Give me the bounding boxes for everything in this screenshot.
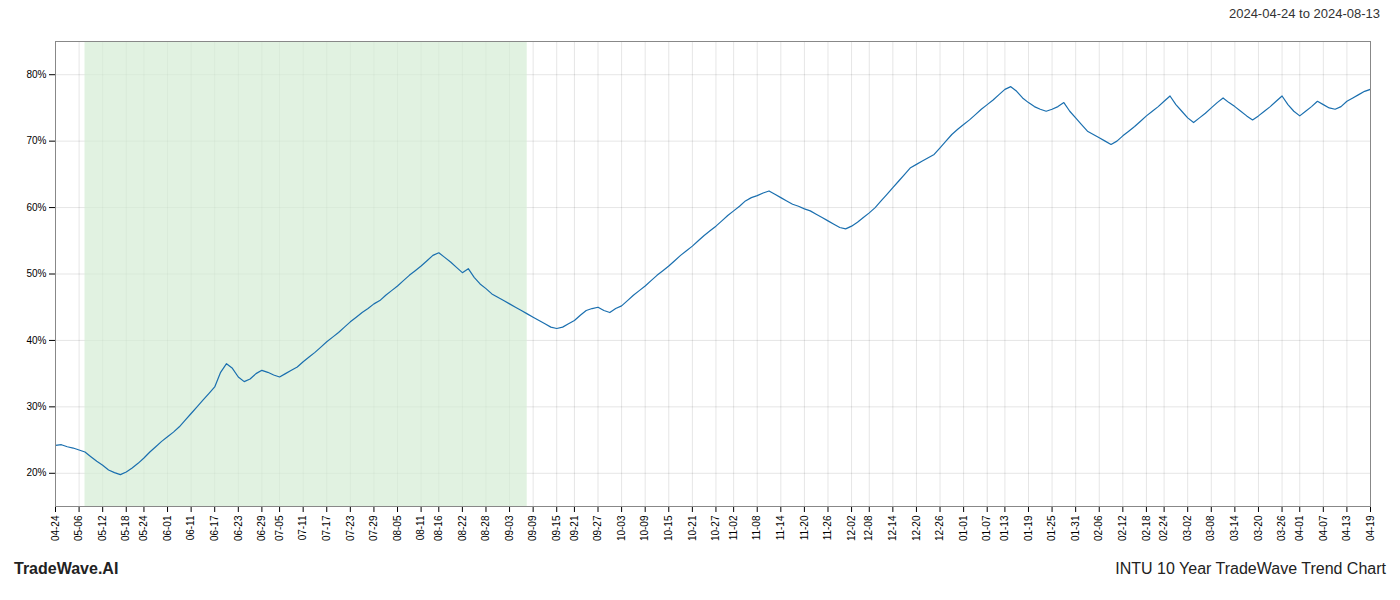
svg-text:03-08: 03-08 bbox=[1205, 515, 1216, 541]
svg-text:11-20: 11-20 bbox=[799, 515, 810, 540]
svg-text:02-06: 02-06 bbox=[1093, 515, 1104, 541]
svg-text:04-07: 04-07 bbox=[1318, 515, 1329, 541]
svg-text:06-11: 06-11 bbox=[185, 515, 196, 540]
svg-text:09-15: 09-15 bbox=[551, 515, 562, 541]
svg-text:10-21: 10-21 bbox=[687, 515, 698, 541]
svg-text:07-17: 07-17 bbox=[321, 515, 332, 541]
html-text:INTU 10 Year TradeWave Trend C: INTU 10 Year TradeWave Trend Chart bbox=[1115, 560, 1386, 577]
svg-text:06-29: 06-29 bbox=[256, 515, 267, 541]
svg-text:01-13: 01-13 bbox=[999, 515, 1010, 541]
svg-text:70%: 70% bbox=[26, 135, 46, 146]
svg-text:50%: 50% bbox=[26, 268, 46, 279]
svg-text:11-26: 11-26 bbox=[822, 515, 833, 540]
svg-text:01-01: 01-01 bbox=[958, 515, 969, 541]
svg-text:04-13: 04-13 bbox=[1341, 515, 1352, 541]
html-text:2024-04-24 to 2024-08-13: 2024-04-24 to 2024-08-13 bbox=[1228, 6, 1380, 21]
svg-text:07-05: 07-05 bbox=[274, 515, 285, 541]
svg-text:09-03: 09-03 bbox=[504, 515, 515, 541]
svg-text:40%: 40% bbox=[26, 335, 46, 346]
svg-text:10-09: 10-09 bbox=[639, 515, 650, 541]
svg-text:12-20: 12-20 bbox=[911, 515, 922, 541]
svg-text:12-14: 12-14 bbox=[887, 515, 898, 541]
svg-text:10-15: 10-15 bbox=[663, 515, 674, 541]
svg-text:02-12: 02-12 bbox=[1117, 515, 1128, 541]
svg-text:03-20: 03-20 bbox=[1253, 515, 1264, 541]
svg-text:04-24: 04-24 bbox=[50, 515, 61, 541]
svg-text:05-12: 05-12 bbox=[97, 515, 108, 541]
svg-text:05-18: 05-18 bbox=[120, 515, 131, 541]
svg-text:20%: 20% bbox=[26, 467, 46, 478]
svg-text:11-14: 11-14 bbox=[775, 515, 786, 540]
svg-text:01-31: 01-31 bbox=[1070, 515, 1081, 541]
svg-text:08-05: 08-05 bbox=[392, 515, 403, 541]
svg-text:10-03: 10-03 bbox=[616, 515, 627, 541]
svg-text:12-08: 12-08 bbox=[863, 515, 874, 541]
svg-text:04-01: 04-01 bbox=[1294, 515, 1305, 541]
svg-text:05-06: 05-06 bbox=[73, 515, 84, 541]
svg-text:07-29: 07-29 bbox=[368, 515, 379, 541]
svg-text:08-28: 08-28 bbox=[480, 515, 491, 541]
svg-text:11-02: 11-02 bbox=[728, 515, 739, 540]
svg-text:07-23: 07-23 bbox=[345, 515, 356, 541]
svg-text:30%: 30% bbox=[26, 401, 46, 412]
svg-text:10-27: 10-27 bbox=[710, 515, 721, 541]
svg-text:04-19: 04-19 bbox=[1365, 515, 1376, 541]
svg-text:03-02: 03-02 bbox=[1182, 515, 1193, 541]
svg-text:12-26: 12-26 bbox=[934, 515, 945, 541]
svg-text:12-02: 12-02 bbox=[846, 515, 857, 541]
svg-text:02-18: 02-18 bbox=[1141, 515, 1152, 541]
svg-text:02-24: 02-24 bbox=[1158, 515, 1169, 541]
svg-text:08-11: 08-11 bbox=[415, 515, 426, 540]
svg-text:09-21: 09-21 bbox=[569, 515, 580, 541]
svg-text:03-14: 03-14 bbox=[1229, 515, 1240, 541]
svg-text:06-17: 06-17 bbox=[209, 515, 220, 541]
svg-text:60%: 60% bbox=[26, 202, 46, 213]
svg-text:01-19: 01-19 bbox=[1023, 515, 1034, 541]
svg-text:01-07: 01-07 bbox=[981, 515, 992, 541]
svg-text:08-16: 08-16 bbox=[433, 515, 444, 541]
svg-text:01-25: 01-25 bbox=[1046, 515, 1057, 541]
svg-text:06-23: 06-23 bbox=[233, 515, 244, 541]
svg-text:08-22: 08-22 bbox=[457, 515, 468, 541]
svg-text:06-01: 06-01 bbox=[162, 515, 173, 541]
svg-text:03-26: 03-26 bbox=[1276, 515, 1287, 541]
svg-text:05-24: 05-24 bbox=[138, 515, 149, 541]
svg-text:11-08: 11-08 bbox=[751, 515, 762, 540]
svg-text:09-27: 09-27 bbox=[592, 515, 603, 541]
html-text:TradeWave.AI: TradeWave.AI bbox=[14, 560, 119, 577]
svg-text:07-11: 07-11 bbox=[297, 515, 308, 540]
svg-text:80%: 80% bbox=[26, 69, 46, 80]
svg-text:09-09: 09-09 bbox=[527, 515, 538, 541]
